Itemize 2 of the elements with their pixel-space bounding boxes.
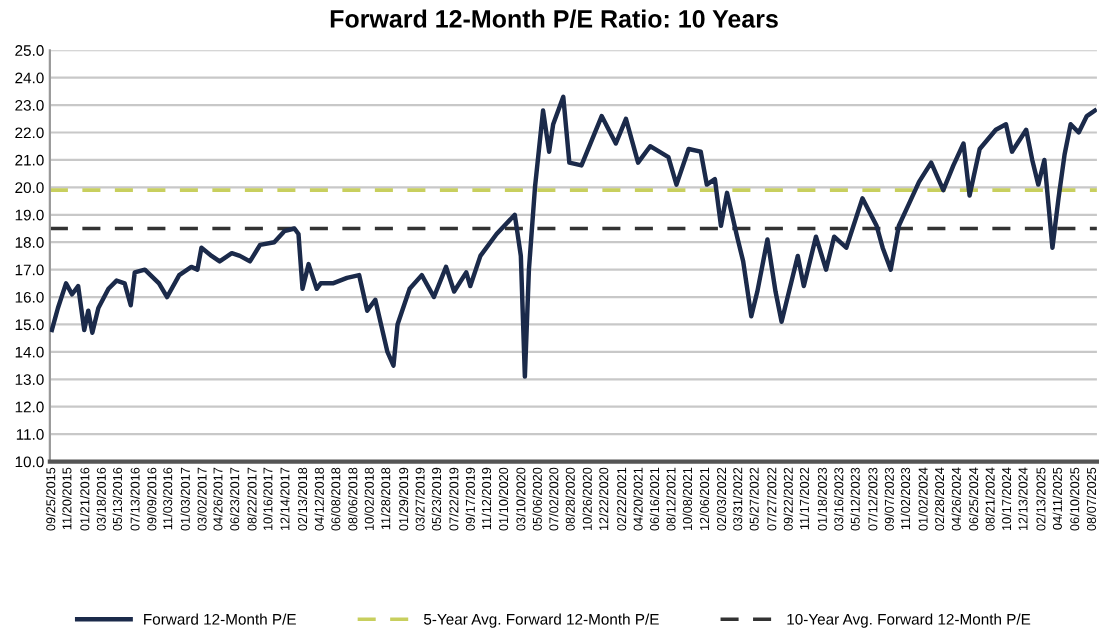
line-series xyxy=(49,94,1097,379)
chart-title: Forward 12-Month P/E Ratio: 10 Years xyxy=(330,9,778,29)
